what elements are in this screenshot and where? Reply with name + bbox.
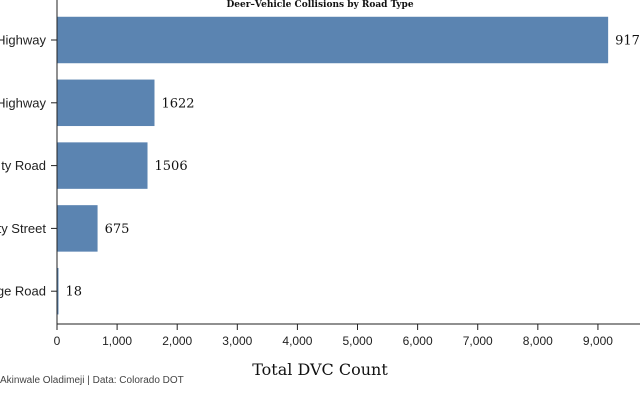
category-label-4: ge Road [0,284,46,299]
x-tick-label-1: 1,000 [102,334,132,348]
category-label-0: Highway [0,33,46,48]
x-axis-label: Total DVC Count [252,360,388,379]
bars-group [57,16,609,315]
value-label-0: 9170 [615,34,640,49]
chart-caption: Akinwale Oladimeji | Data: Colorado DOT [0,375,184,386]
x-tick-label-3: 3,000 [222,334,252,348]
category-label-1: Highway [0,95,46,110]
value-label-1: 1622 [161,96,194,111]
x-tick-label-0: 0 [54,334,61,348]
bar-2 [57,142,148,189]
x-tick-label-8: 8,000 [523,334,553,348]
value-labels: 9170 1622 1506 675 18 [66,34,640,300]
value-label-4: 18 [66,285,83,300]
x-tick-label-2: 2,000 [162,334,192,348]
axes [56,0,640,325]
bar-1 [57,79,155,127]
x-tick-label-4: 4,000 [282,334,312,348]
x-tick-label-9: 9,000 [583,334,613,348]
x-tick-label-7: 7,000 [463,334,493,348]
bar-3 [57,205,98,252]
x-tick-label-5: 5,000 [342,334,372,348]
bar-4 [57,267,59,315]
x-tick-label-6: 6,000 [403,334,433,348]
category-label-2: ty Road [1,158,46,173]
category-label-3: ty Street [0,221,46,236]
value-label-2: 1506 [155,159,188,174]
category-labels: Highway Highway ty Road ty Street ge Road [0,33,57,299]
value-label-3: 675 [105,222,130,237]
x-ticks: 0 1,000 2,000 3,000 4,000 5,000 6,000 7,000 8,00… [54,324,613,348]
chart-title: Deer–Vehicle Collisions by Road Type [226,0,413,10]
bar-0 [57,16,609,64]
